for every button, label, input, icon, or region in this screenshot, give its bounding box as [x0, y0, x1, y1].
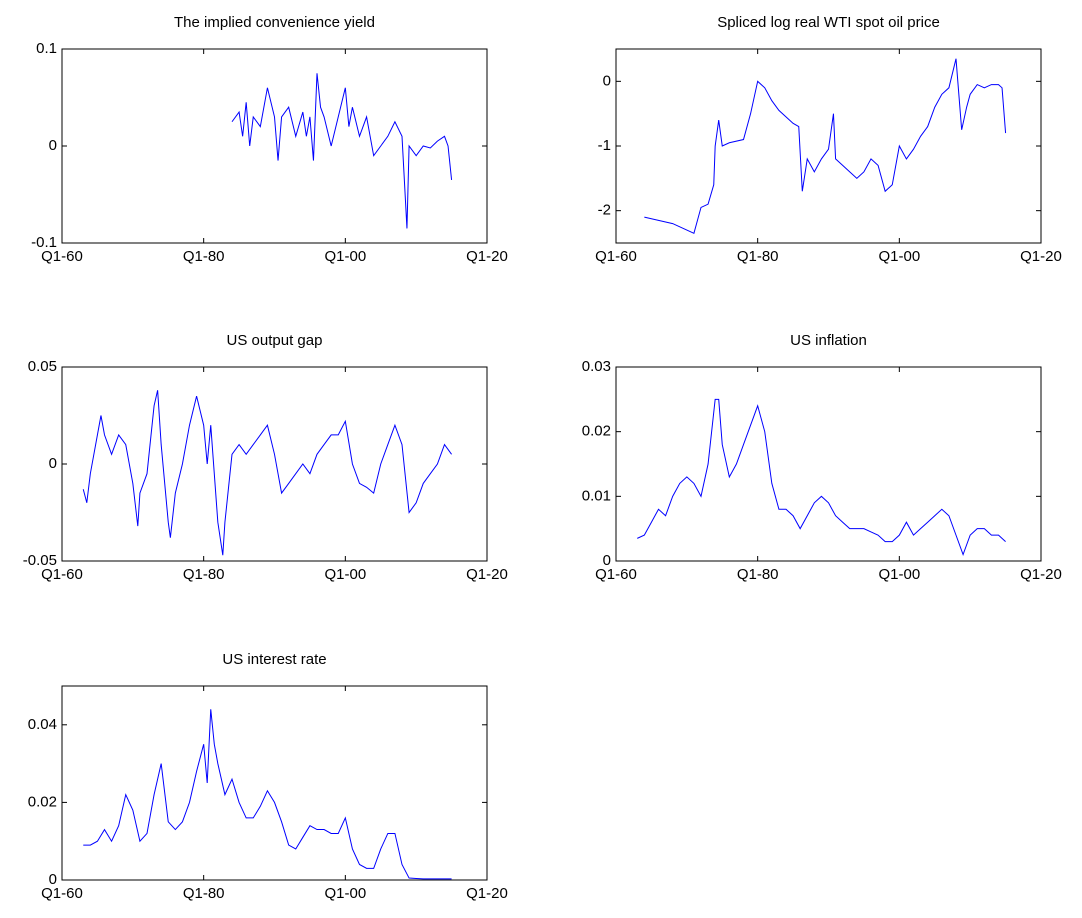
x-tick-label: Q1-60 [41, 248, 83, 265]
x-tick-label: Q1-60 [595, 248, 637, 265]
plot-frame [61, 366, 488, 562]
x-tick-label: Q1-20 [466, 566, 508, 583]
chart-title: The implied convenience yield [174, 14, 375, 31]
chart-title: Spliced log real WTI spot oil price [717, 14, 940, 31]
y-tick-label: 0 [49, 455, 57, 472]
y-tick-label: -2 [598, 202, 611, 219]
x-tick-label: Q1-60 [41, 885, 83, 902]
x-tick-label: Q1-60 [41, 566, 83, 583]
x-tick-label: Q1-00 [878, 248, 920, 265]
y-tick-label: 0.02 [28, 793, 57, 810]
data-line [637, 398, 1006, 556]
y-tick-label: 0 [603, 72, 611, 89]
y-tick-label: -1 [598, 137, 611, 154]
data-line [231, 73, 453, 229]
chart-title: US interest rate [222, 651, 326, 668]
x-tick-label: Q1-00 [324, 566, 366, 583]
data-line [644, 58, 1007, 234]
x-tick-label: Q1-80 [737, 248, 779, 265]
x-tick-label: Q1-80 [183, 885, 225, 902]
x-tick-label: Q1-00 [324, 248, 366, 265]
plot-frame [615, 366, 1042, 562]
data-line [82, 390, 452, 556]
x-tick-label: Q1-80 [183, 566, 225, 583]
chart-title: US inflation [790, 332, 867, 349]
y-tick-label: -0.1 [31, 234, 57, 251]
y-tick-label: 0 [49, 137, 57, 154]
x-tick-label: Q1-60 [595, 566, 637, 583]
chart-title: US output gap [227, 332, 323, 349]
x-tick-label: Q1-20 [1020, 248, 1062, 265]
y-tick-label: -0.05 [23, 552, 57, 569]
y-tick-label: 0.01 [582, 487, 611, 504]
data-line [83, 709, 452, 880]
y-tick-label: 0.02 [582, 423, 611, 440]
x-tick-label: Q1-00 [324, 885, 366, 902]
y-tick-label: 0.1 [36, 40, 57, 57]
y-tick-label: 0.04 [28, 716, 57, 733]
x-tick-label: Q1-20 [466, 885, 508, 902]
x-tick-label: Q1-80 [183, 248, 225, 265]
x-tick-label: Q1-00 [878, 566, 920, 583]
y-tick-label: 0.05 [28, 358, 57, 375]
x-tick-label: Q1-20 [1020, 566, 1062, 583]
y-tick-label: 0 [603, 552, 611, 569]
plot-frame [61, 685, 488, 881]
x-tick-label: Q1-20 [466, 248, 508, 265]
x-tick-label: Q1-80 [737, 566, 779, 583]
y-tick-label: 0 [49, 871, 57, 888]
y-tick-label: 0.03 [582, 358, 611, 375]
